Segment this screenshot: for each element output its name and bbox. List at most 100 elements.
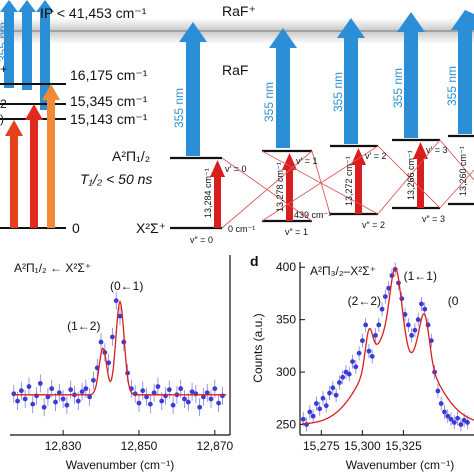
panel-d-points xyxy=(300,262,470,432)
panel-c-point xyxy=(26,384,32,389)
panel-c-point xyxy=(37,381,43,386)
panel-d-letter: d xyxy=(250,253,259,269)
panel-d-point xyxy=(307,409,313,415)
panel-d-point xyxy=(333,392,339,398)
panel-d-point xyxy=(350,359,355,365)
panel-d: A²Π₃/₂–X²Σ⁺ Counts (a.u.) Wavenumber (cm… xyxy=(251,260,474,472)
panel-d-point xyxy=(448,416,454,422)
panel-d-point xyxy=(369,353,375,359)
trans-label-2: 13,272 cm⁻¹ xyxy=(344,156,354,206)
panel-d-point xyxy=(314,401,319,406)
panel-c-point xyxy=(98,339,104,345)
panel-d-point xyxy=(300,416,306,422)
panel-d-annotation-2: (0 xyxy=(448,294,459,308)
panel-c-point xyxy=(56,390,62,396)
panel-d-xtick-label: 15,300 xyxy=(344,439,381,453)
panel-d-point xyxy=(386,285,392,291)
nm-label-5: 355 nm xyxy=(445,66,459,106)
lower-v-0: v″ = 0 xyxy=(190,235,213,245)
decay-lines xyxy=(221,139,474,229)
panel-c-xlabel: Wavenumber (cm⁻¹) xyxy=(66,458,175,472)
panel-d-xtick-label: 15,325 xyxy=(385,439,422,453)
panel-c-point xyxy=(140,388,146,394)
panel-c-point xyxy=(49,386,55,392)
panel-c: A²Π₁/₂ ← X²Σ⁺ Wavenumber (cm⁻¹) (0←1) (1… xyxy=(10,255,234,472)
trans-label-0: 13,284 cm⁻¹ xyxy=(203,168,213,218)
panel-c-point xyxy=(208,396,214,402)
panel-d-ytick-label: 400 xyxy=(276,260,296,274)
panel-d-point xyxy=(359,338,365,344)
panel-c-point xyxy=(91,377,96,383)
panel-c-point xyxy=(201,394,206,400)
panel-d-point xyxy=(445,413,451,419)
panel-d-point xyxy=(366,348,372,354)
panel-d-point xyxy=(382,294,388,299)
panel-d-xtick-label: 15,275 xyxy=(303,439,340,453)
upper-v-1: v′ = 1 xyxy=(296,156,317,166)
panel-c-point xyxy=(182,396,187,402)
panel-d-ytick-label: 250 xyxy=(276,418,296,432)
panel-d-point xyxy=(363,322,369,328)
panel-d-point xyxy=(376,322,382,328)
ip-label: IP < 41,453 cm⁻¹ xyxy=(40,5,147,21)
left-nm-label: 355 nm xyxy=(0,22,10,62)
panel-d-point xyxy=(422,306,428,312)
panel-c-annotation-0: (0←1) xyxy=(110,279,143,293)
lifetime-label: T₁/₂ < 50 ns xyxy=(80,171,152,187)
panel-d-point xyxy=(379,306,385,312)
upper-v-0: v′ = 0 xyxy=(225,164,246,174)
panel-d-fit-curve xyxy=(301,267,474,425)
panel-c-point xyxy=(216,400,222,406)
panel-c-point xyxy=(15,398,20,404)
panel-c-point xyxy=(68,387,74,393)
panel-c-point xyxy=(151,390,157,396)
panel-d-point xyxy=(310,413,316,419)
panel-d-point xyxy=(373,332,378,338)
panel-c-point xyxy=(204,390,210,396)
panel-d-ticks: 15,275 15,300 15,325 250 300 350 400 xyxy=(276,260,422,453)
panel-c-point xyxy=(155,384,161,389)
panel-c-point xyxy=(117,313,123,319)
panel-c-title: A²Π₁/₂ ← X²Σ⁺ xyxy=(14,261,91,275)
left-level-label-2: 15,345 cm⁻¹ xyxy=(70,93,148,109)
panel-d-point xyxy=(330,385,336,391)
trans-label-3: 13,266 cm⁻¹ xyxy=(406,150,416,200)
panel-c-point xyxy=(147,401,153,407)
panel-c-point xyxy=(75,398,81,404)
mol-label: RaF xyxy=(222,62,248,78)
panel-d-point xyxy=(412,327,418,333)
panel-c-point xyxy=(136,400,142,406)
panel-d-point xyxy=(415,317,421,323)
panel-d-point xyxy=(327,390,332,396)
lower-energy-1: 439 cm⁻¹ xyxy=(294,210,331,220)
panel-c-point xyxy=(110,334,115,340)
nm-label-4: 355 nm xyxy=(391,68,405,108)
panel-d-point xyxy=(356,350,362,356)
panel-c-point xyxy=(87,394,93,400)
trans-label-1: 13,278 cm⁻¹ xyxy=(275,162,285,212)
panel-c-point xyxy=(113,298,119,304)
left-level-label-3: 15,143 cm⁻¹ xyxy=(70,111,148,127)
panel-c-point xyxy=(22,396,28,402)
lower-energy-0: 0 cm⁻¹ xyxy=(228,224,255,234)
panel-d-point xyxy=(438,401,444,406)
panel-d-point xyxy=(336,380,342,385)
nm-label-1: 355 nm xyxy=(172,88,186,128)
upper-v-3: v′ = 3 xyxy=(426,145,447,155)
panel-d-point xyxy=(465,420,470,425)
left-fragment-2: 2 xyxy=(0,97,7,111)
excited-state-label: A²Π₁/₂ xyxy=(112,148,150,164)
panel-c-point xyxy=(189,389,195,395)
panel-c-point xyxy=(212,386,218,392)
panel-d-point xyxy=(435,388,441,394)
panel-d-point xyxy=(455,415,460,421)
panel-c-point xyxy=(144,394,149,400)
panel-c-point xyxy=(197,404,203,410)
panel-c-point xyxy=(30,401,36,407)
ion-label: RaF⁺ xyxy=(222,3,256,19)
panel-c-annotation-1: (1←2) xyxy=(67,319,100,333)
panel-d-point xyxy=(323,403,329,409)
panel-d-point xyxy=(405,322,411,328)
panel-c-point xyxy=(193,391,199,397)
panel-d-point xyxy=(320,395,326,401)
